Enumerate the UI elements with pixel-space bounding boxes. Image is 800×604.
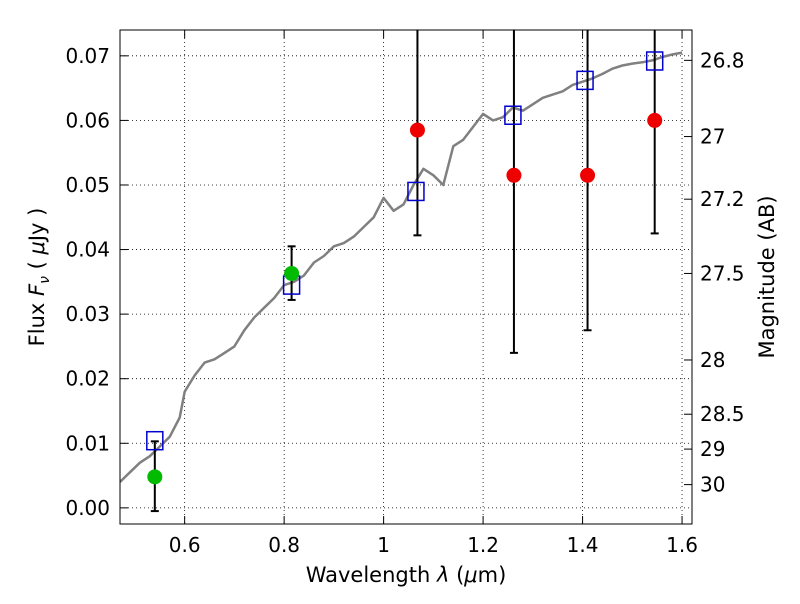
y-tick-label: 0.04 — [65, 238, 110, 262]
ticks: 0.6 0.8 1 1.2 1.4 1.6 0.00 0.01 0.02 0.03 0.04 0.05… — [65, 30, 745, 557]
x-tick-label: 1 — [377, 533, 390, 557]
grid — [120, 30, 692, 524]
y-tick-label: 0.01 — [65, 431, 110, 455]
x-tick-label: 0.6 — [169, 533, 201, 557]
y2-tick-label: 30 — [700, 473, 725, 497]
y-tick-label: 0.06 — [65, 108, 110, 132]
plot-area — [120, 30, 692, 524]
y2-tick-label: 26.8 — [700, 48, 745, 72]
y2-axis-label: Magnitude (AB) — [755, 195, 779, 358]
y-tick-label: 0.05 — [65, 173, 110, 197]
y-tick-label: 0.03 — [65, 302, 110, 326]
y-axis-label: Flux Fν ( μJy ) — [25, 208, 53, 347]
plot-frame — [119, 29, 693, 525]
y-tick-label: 0.07 — [65, 44, 110, 68]
y-tick-label: 0.02 — [65, 367, 110, 391]
y2-tick-label: 29 — [700, 437, 725, 461]
red-data-point — [647, 112, 663, 128]
x-axis-label: Wavelength λ (μm) — [306, 563, 507, 587]
model-photometry-square — [645, 51, 664, 71]
x-tick-label: 1.2 — [467, 533, 499, 557]
red-data-point — [409, 122, 425, 138]
y2-tick-label: 27.2 — [700, 187, 745, 211]
y2-tick-label: 27 — [700, 125, 725, 149]
model-photometry-square — [504, 105, 522, 125]
model-photometry-square — [407, 181, 425, 202]
y2-tick-label: 28 — [700, 348, 725, 372]
model-photometry-square — [146, 430, 164, 451]
x-tick-label: 1.6 — [666, 533, 698, 557]
y2-tick-label: 28.5 — [700, 402, 745, 426]
y-tick-label: 0.00 — [65, 496, 110, 520]
red-data-point — [580, 167, 596, 183]
plot-content — [120, 30, 683, 513]
red-data-point — [506, 167, 522, 183]
green-data-point — [284, 265, 300, 281]
x-tick-label: 0.8 — [268, 533, 300, 557]
model-photometry-square — [576, 70, 594, 91]
y2-tick-label: 27.5 — [700, 261, 745, 285]
x-tick-label: 1.4 — [567, 533, 599, 557]
green-data-point — [147, 469, 163, 485]
